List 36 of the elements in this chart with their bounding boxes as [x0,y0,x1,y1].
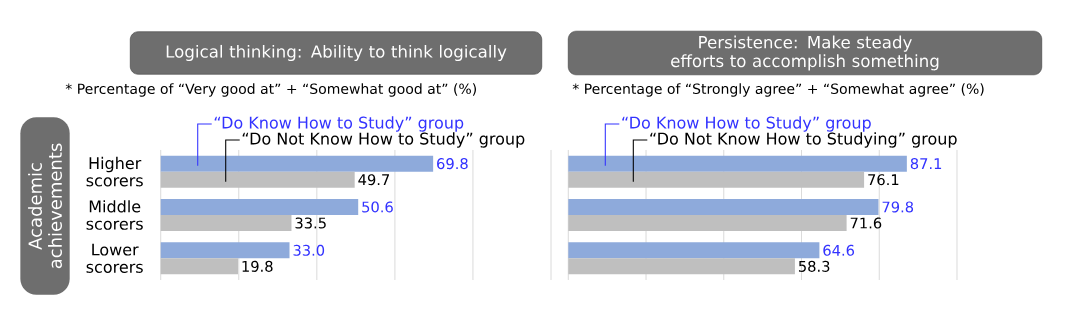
data-label: 69.8 [437,158,468,170]
y-axis-title: Academic achievements [28,143,62,269]
bar [568,258,795,275]
y-tick-label: Lower scorers [86,243,143,273]
data-label: 87.1 [910,158,942,170]
bar [568,242,820,259]
data-label: 79.8 [882,201,914,213]
bar [160,171,355,188]
chart-title: Persistence: Make steady efforts to accomplish something [671,35,939,71]
data-label: 33.0 [293,244,325,256]
series-label: “Do Not Know How to Study” group [242,132,525,148]
data-label: 33.5 [295,217,326,229]
data-label: 64.6 [823,244,855,256]
y-tick-label: Middle scorers [86,200,143,230]
chart-title: Logical thinking: Ability to think logically [166,44,507,62]
bar [160,155,434,172]
bar [568,214,847,232]
data-label: 50.6 [362,201,393,213]
data-label: 58.3 [798,260,830,272]
data-label: 49.7 [358,174,390,186]
series-label: “Do Know How to Study” group [622,116,871,132]
bar [160,198,359,215]
bar [568,171,865,188]
bar [568,198,879,215]
y-tick-label: Higher scorers [86,156,143,187]
data-label: 71.6 [850,217,882,229]
bar [160,242,290,259]
series-label: “Do Not Know How to Studying” group [650,132,957,148]
chart-subtitle: * Percentage of “Strongly agree” + “Somewhat agree” (%) [572,83,984,97]
data-label: 19.8 [242,260,273,272]
chart-subtitle: * Percentage of “Very good at” + “Somewhat good at” (%) [65,83,476,97]
bar [160,214,292,232]
data-label: 76.1 [868,174,899,186]
series-label: “Do Know How to Study” group [214,116,464,132]
bar [568,155,907,172]
bar [160,258,238,275]
